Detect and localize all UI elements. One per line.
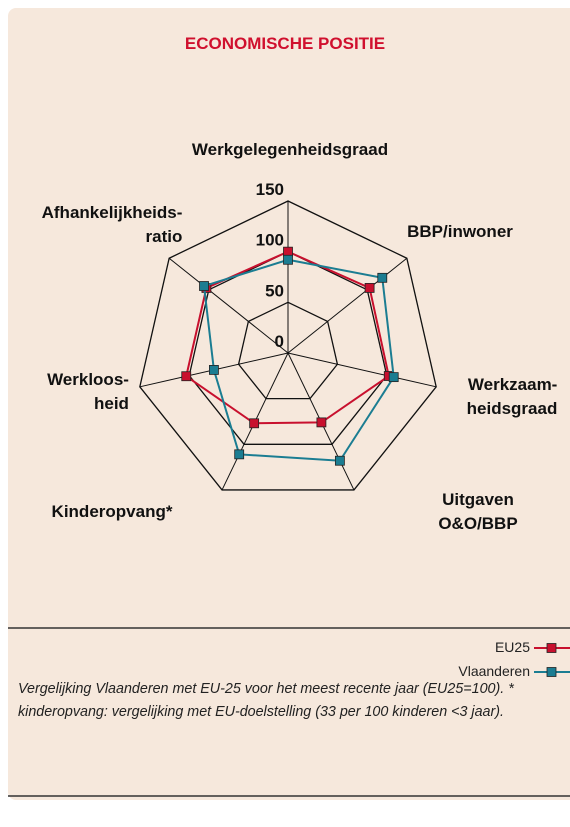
grid-ring xyxy=(139,200,437,491)
axis-label: Uitgaven O&O/BBP xyxy=(438,490,518,533)
grid-ring xyxy=(237,301,339,400)
legend-label: EU25 xyxy=(494,639,530,655)
marker xyxy=(377,272,388,283)
axis-label: Werkgelegenheidsgraad xyxy=(191,140,389,159)
axis-label: Werkzaam- heidsgraad xyxy=(466,375,558,418)
panel xyxy=(8,8,570,800)
marker xyxy=(364,283,375,293)
marker xyxy=(181,371,192,382)
marker xyxy=(199,281,209,291)
tick-label: 0 xyxy=(275,332,284,351)
footnote: Vergelijking Vlaanderen met EU-25 voor h… xyxy=(18,681,514,720)
spoke xyxy=(287,352,437,388)
marker xyxy=(316,417,327,428)
chart-title: ECONOMISCHE POSITIE xyxy=(184,34,386,53)
legend-marker xyxy=(546,643,557,653)
axis-label: Kinderopvang* xyxy=(51,502,173,521)
axis-label: Werkloos- heid xyxy=(47,370,129,413)
spoke xyxy=(168,257,289,354)
series-line xyxy=(202,258,395,462)
marker xyxy=(283,254,293,265)
axis-label: BBP/inwoner xyxy=(407,222,513,241)
marker xyxy=(249,418,260,429)
marker xyxy=(388,372,399,383)
marker xyxy=(283,246,293,257)
marker xyxy=(209,365,219,375)
tick-label: 150 xyxy=(256,180,284,199)
tick-label: 50 xyxy=(265,281,284,300)
marker xyxy=(334,455,345,466)
legend-marker xyxy=(546,667,557,677)
tick-label: 100 xyxy=(256,231,284,250)
series-line xyxy=(185,250,390,425)
marker xyxy=(234,449,245,460)
axis-label: Afhankelijkheids- ratio xyxy=(41,203,183,246)
legend-label: Vlaanderen xyxy=(458,663,530,679)
